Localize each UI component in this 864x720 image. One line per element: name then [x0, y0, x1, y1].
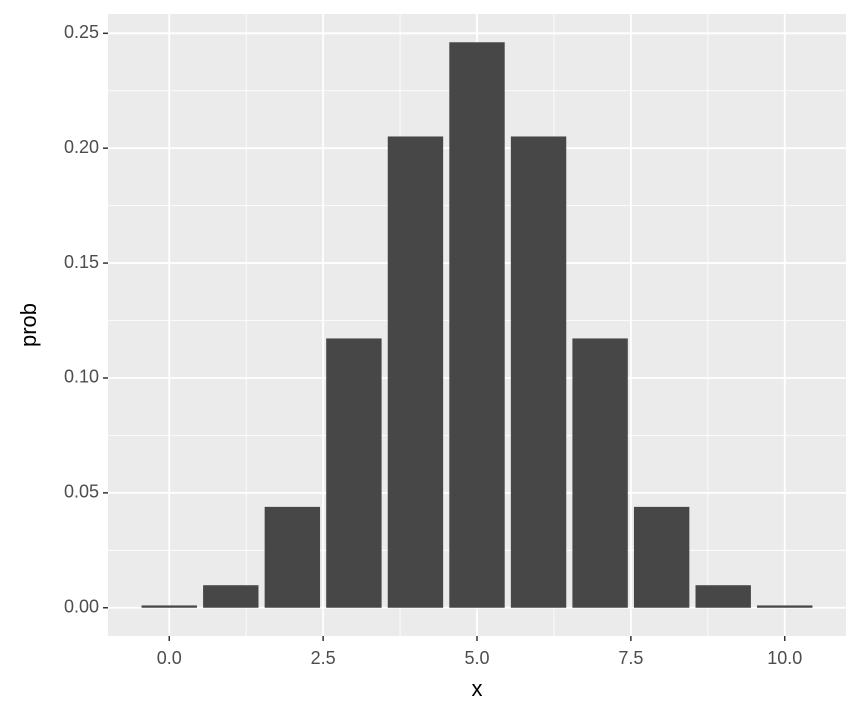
- bar: [695, 585, 751, 608]
- x-tick-label: 10.0: [767, 648, 802, 668]
- x-tick-label: 7.5: [618, 648, 643, 668]
- bar: [449, 42, 505, 608]
- bar: [572, 338, 628, 608]
- bar: [264, 506, 321, 608]
- bar: [757, 605, 813, 608]
- y-tick-label: 0.10: [64, 367, 99, 387]
- y-tick-label: 0.20: [64, 137, 99, 157]
- x-tick-label: 0.0: [157, 648, 182, 668]
- bar: [141, 605, 197, 608]
- y-tick-label: 0.00: [64, 596, 99, 616]
- bar: [633, 506, 690, 608]
- y-axis-title: prob: [16, 303, 41, 347]
- x-axis-title: x: [472, 676, 483, 701]
- bar: [203, 585, 259, 608]
- bar: [510, 136, 567, 608]
- x-tick-label: 2.5: [311, 648, 336, 668]
- bar: [387, 136, 444, 608]
- y-tick-label: 0.15: [64, 252, 99, 272]
- bar: [326, 338, 382, 608]
- y-tick-label: 0.05: [64, 482, 99, 502]
- y-tick-label: 0.25: [64, 22, 99, 42]
- x-tick-label: 5.0: [464, 648, 489, 668]
